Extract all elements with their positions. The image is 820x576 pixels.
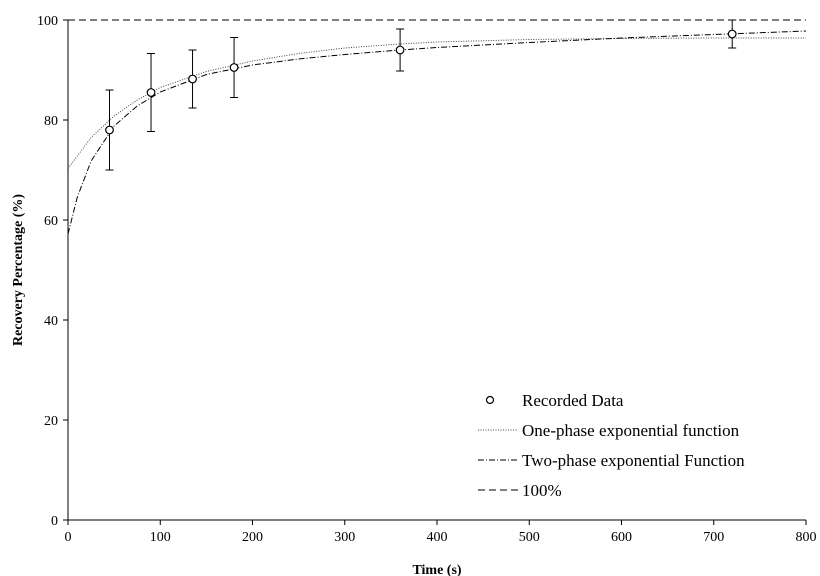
legend-label-two-phase: Two-phase exponential Function (522, 451, 745, 470)
data-point (229, 63, 239, 72)
data-point (105, 125, 114, 135)
y-tick-label: 20 (44, 414, 58, 429)
x-tick-label: 800 (796, 530, 817, 545)
data-point (188, 74, 197, 84)
legend-label-one-phase: One-phase exponential function (522, 421, 740, 440)
y-axis-title: Recovery Percentage (%) (11, 194, 26, 346)
x-tick-label: 500 (519, 530, 540, 545)
data-point (727, 29, 737, 39)
y-tick-label: 80 (44, 114, 58, 129)
x-tick-label: 700 (703, 530, 724, 545)
legend-label-recorded-data: Recorded Data (522, 391, 624, 410)
x-tick-label: 600 (611, 530, 632, 545)
data-point (146, 88, 156, 97)
y-tick-label: 40 (44, 314, 58, 329)
legend-marker-recorded-data (485, 395, 495, 405)
ticks: 0 100 200 300 400 500 600 700 800 0 20 40 60 80 100 (37, 14, 817, 545)
x-tick-label: 200 (242, 530, 263, 545)
legend-label-100-percent: 100% (522, 481, 562, 500)
y-tick-label: 0 (51, 514, 58, 529)
series-line-two-phase-fit (67, 30, 807, 235)
legend: Recorded Data One-phase exponential func… (478, 391, 745, 500)
y-tick-label: 60 (44, 214, 58, 229)
data-point (395, 45, 405, 55)
x-tick-label: 0 (65, 530, 72, 545)
x-axis-title: Time (s) (412, 563, 461, 576)
series-line-one-phase-fit (67, 37, 806, 169)
x-tick-label: 300 (334, 530, 355, 545)
x-tick-label: 100 (150, 530, 171, 545)
y-tick-label: 100 (37, 14, 58, 29)
plot-area (67, 19, 807, 235)
x-tick-label: 400 (427, 530, 448, 545)
axes (67, 20, 806, 521)
